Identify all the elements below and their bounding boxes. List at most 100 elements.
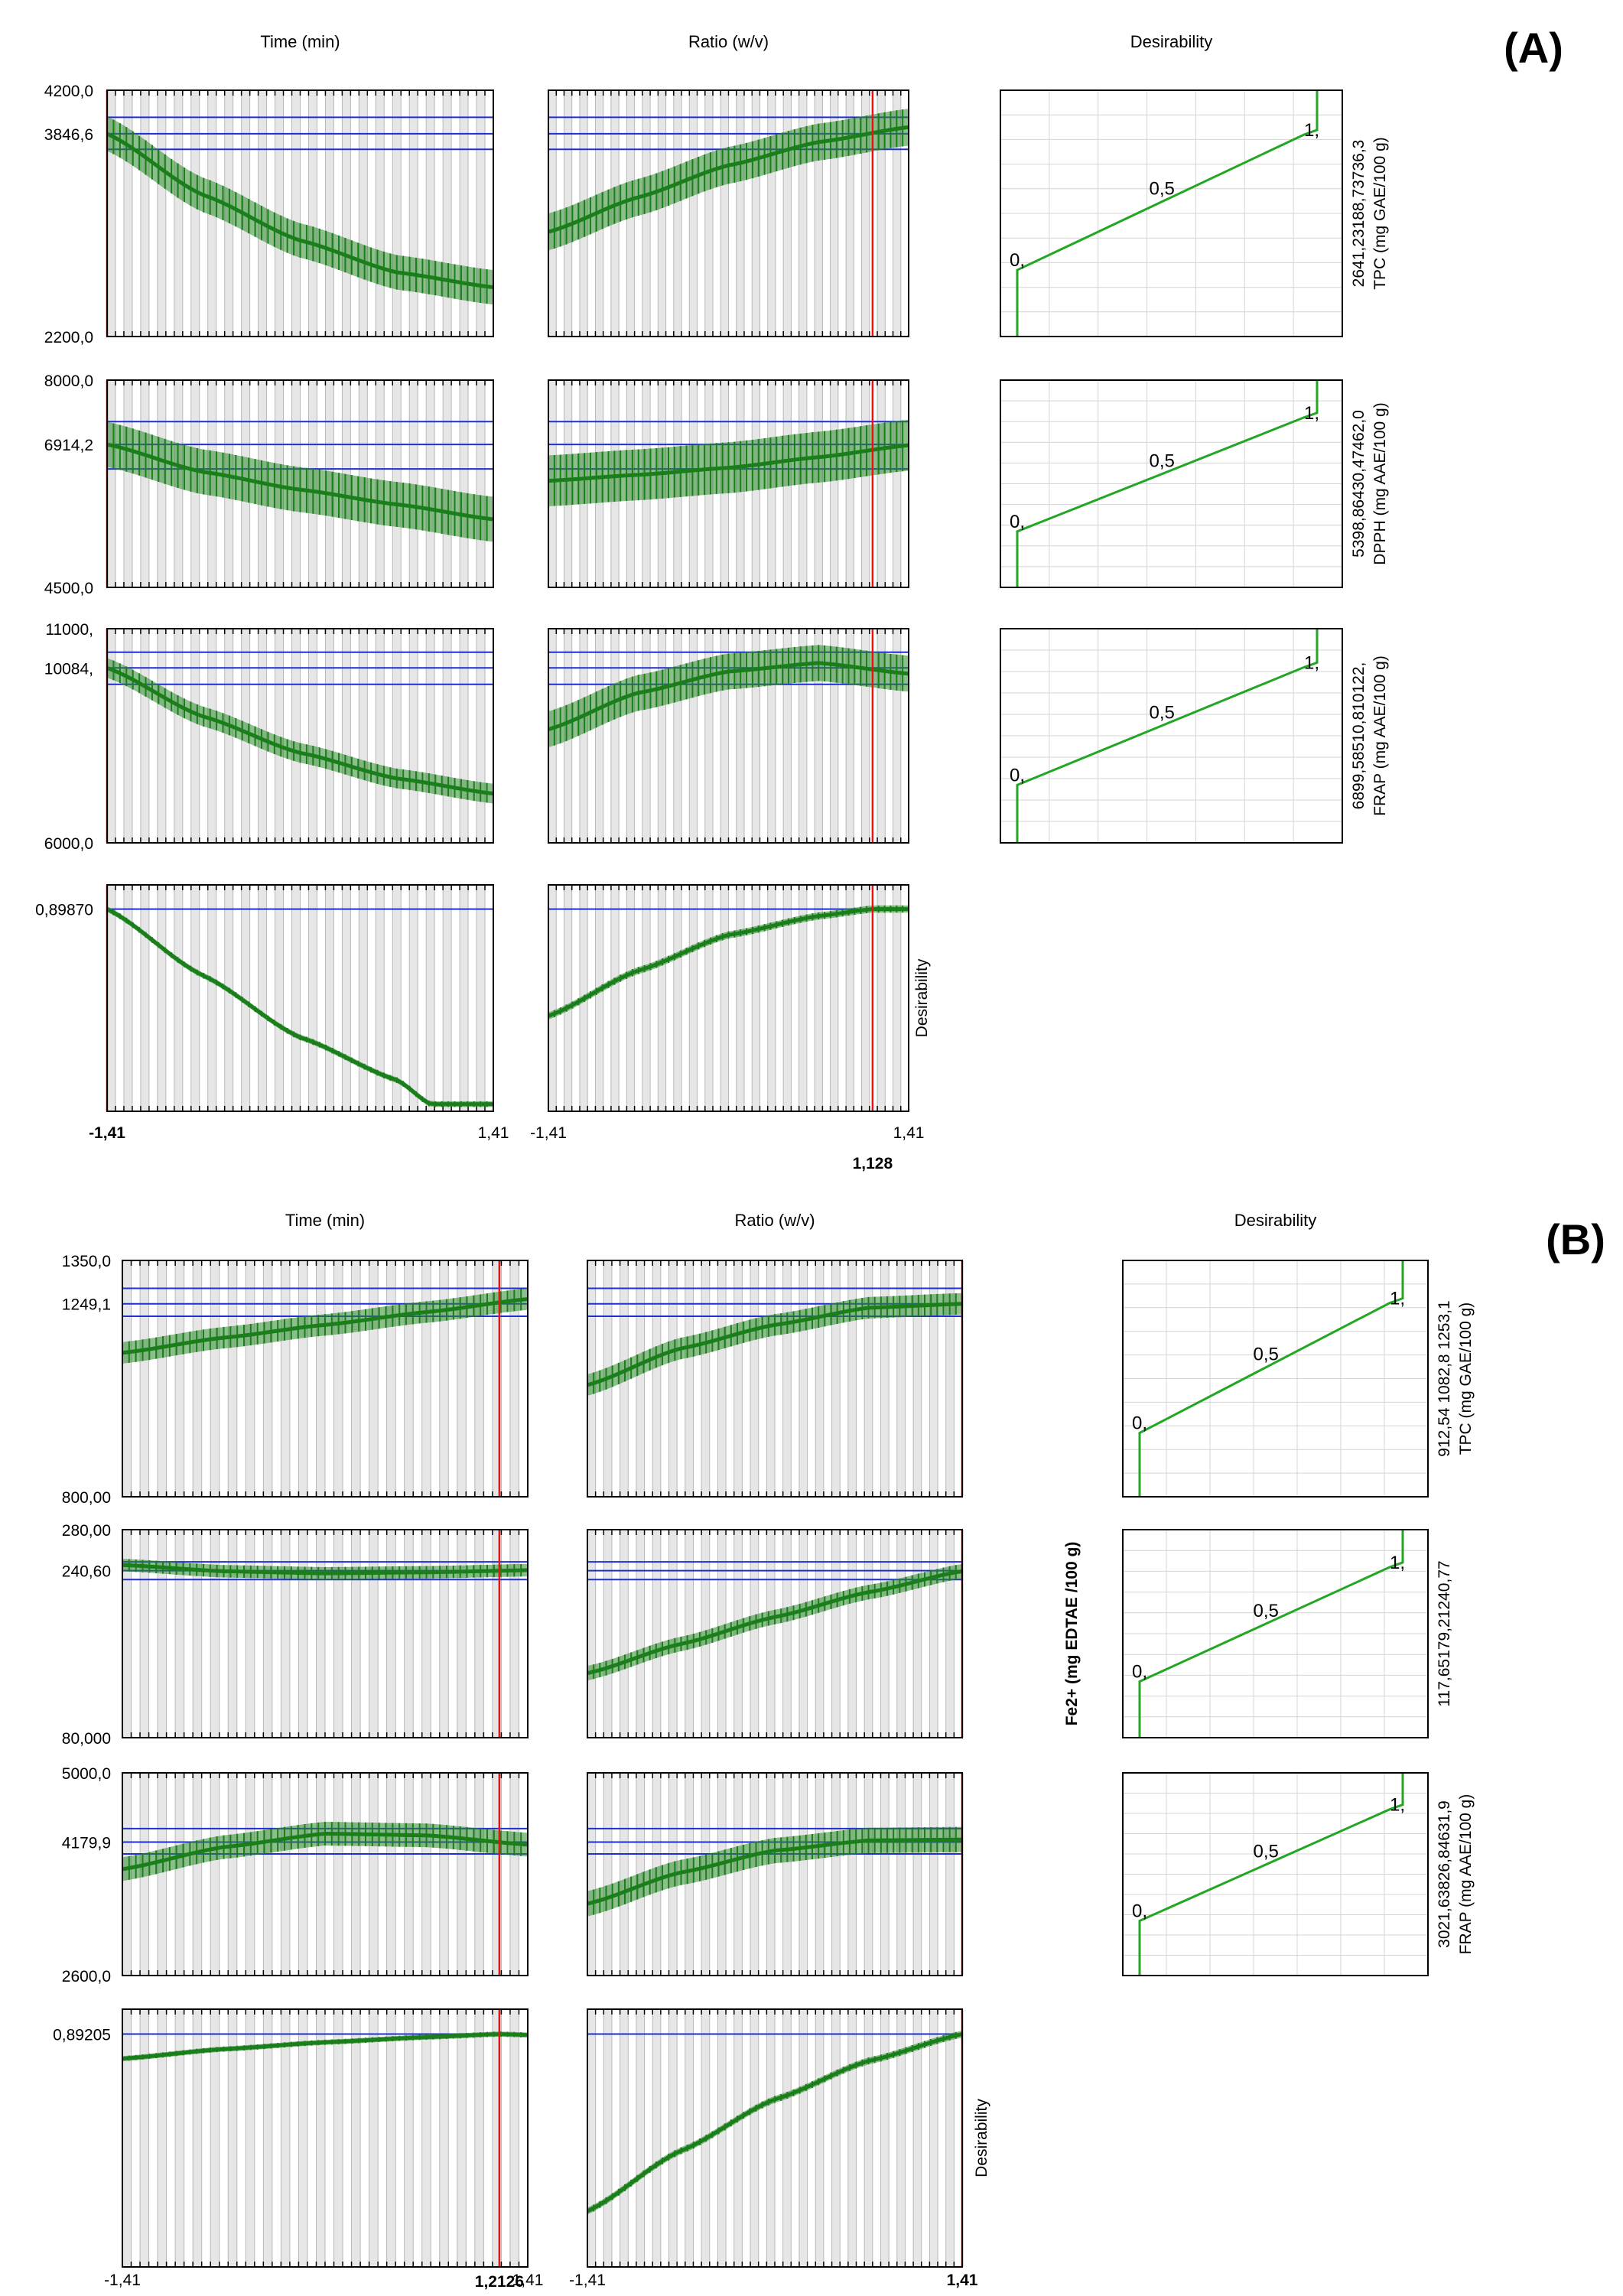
grid-band (157, 885, 166, 1111)
grid-band (847, 1260, 857, 1497)
grid-band (421, 1773, 431, 1976)
grid-band (158, 1773, 167, 1976)
plot-frame (106, 379, 494, 588)
grid-band (107, 380, 115, 587)
desirability-function-line (1016, 90, 1319, 337)
desirability-frame (1122, 1772, 1429, 1976)
grid-band (548, 885, 557, 1111)
grid-band (929, 1530, 938, 1738)
grid-band (333, 1773, 343, 1976)
desirability-half-label: 0,5 (1254, 1345, 1279, 1365)
grid-band (831, 1260, 841, 1497)
grid-band (228, 2009, 237, 2267)
response-curve (106, 665, 494, 796)
grid-band (140, 380, 149, 587)
grid-band (439, 1260, 449, 1497)
grid-band (767, 629, 776, 843)
response-label: Fe2+ (mg EDTAE /100 g) (1063, 1542, 1081, 1726)
plot-frame (122, 1260, 529, 1498)
grid-band (246, 2009, 255, 2267)
grid-band (439, 1773, 449, 1976)
grid-band (945, 2009, 955, 2267)
grid-band (831, 1773, 841, 1976)
plot-frame (587, 2008, 963, 2268)
grid-band (945, 1773, 955, 1976)
grid-band (351, 2009, 361, 2267)
grid-band (893, 90, 901, 337)
grid-band (404, 1260, 414, 1497)
plot-frame (106, 884, 494, 1112)
grid-band (157, 90, 166, 337)
response-curve (586, 2032, 963, 2213)
desirability-one-label: 1, (1390, 1289, 1405, 1309)
grid-band (359, 629, 368, 843)
response-label: TPC (mg GAE/100 g) (1371, 137, 1389, 290)
grid-band (258, 885, 267, 1111)
grid-band (308, 90, 317, 337)
grid-band (847, 2009, 857, 2267)
grid-band (291, 90, 301, 337)
grid-band (207, 885, 216, 1111)
plot-frame (122, 1529, 529, 1738)
grid-band (333, 1530, 343, 1738)
grid-band (626, 885, 635, 1111)
grid-band (190, 629, 200, 843)
profile-plot (548, 628, 909, 844)
grid-band (298, 1773, 307, 1976)
grid-band (291, 629, 301, 843)
y-axis-min-label: 2600,0 (62, 1968, 111, 1985)
profile-plot (106, 884, 494, 1112)
desirability-frame (1122, 1260, 1429, 1498)
grid-band (847, 1530, 857, 1738)
profile-plot (548, 89, 909, 337)
response-curve (122, 1831, 529, 1872)
grid-band (140, 885, 149, 1111)
response-curve (106, 132, 494, 290)
y-axis-min-label: 800,00 (62, 1489, 111, 1507)
grid-band (421, 2009, 431, 2267)
grid-band (228, 1260, 237, 1497)
y-axis-current-label: 10084, (44, 660, 93, 678)
y-axis-max-label: 8000,0 (44, 372, 93, 390)
grid-band (733, 2009, 743, 2267)
grid-band (636, 1530, 645, 1738)
grid-band (325, 629, 334, 843)
desirability-zero-label: 0, (1010, 512, 1025, 532)
profile-plot (106, 89, 494, 337)
grid-band (392, 885, 402, 1111)
grid-band (798, 1773, 808, 1976)
grid-band (157, 380, 166, 587)
y-axis-current-label: 1249,1 (62, 1296, 111, 1314)
grid-band (175, 1260, 184, 1497)
y-axis-max-label: 11000, (45, 621, 93, 639)
grid-band (123, 380, 132, 587)
grid-band (421, 1260, 431, 1497)
response-curve (548, 443, 909, 483)
grid-band (281, 1773, 290, 1976)
grid-band (685, 1260, 694, 1497)
grid-band (325, 885, 334, 1111)
grid-band (830, 90, 838, 337)
grid-band (392, 90, 402, 337)
grid-band (210, 1773, 220, 1976)
grid-band (877, 90, 886, 337)
grid-band (342, 629, 351, 843)
desirability-one-label: 1, (1304, 120, 1319, 141)
panel-label: (A) (1504, 24, 1563, 72)
grid-band (476, 629, 486, 843)
y-axis-current-label: 240,60 (62, 1563, 111, 1581)
grid-band (193, 1773, 202, 1976)
grid-band (275, 885, 284, 1111)
grid-band (782, 2009, 792, 2267)
y-axis-current-label: 3846,6 (44, 126, 93, 144)
grid-band (140, 1260, 149, 1497)
grid-band (158, 1260, 167, 1497)
desirability-one-label: 1, (1390, 1795, 1405, 1816)
response-curve (587, 1569, 963, 1676)
grid-band (620, 2009, 629, 2267)
grid-band (193, 2009, 202, 2267)
grid-band (720, 885, 729, 1111)
column-header: Time (min) (260, 32, 340, 51)
y-axis-current-label: 4179,9 (62, 1835, 111, 1852)
grid-band (224, 885, 233, 1111)
